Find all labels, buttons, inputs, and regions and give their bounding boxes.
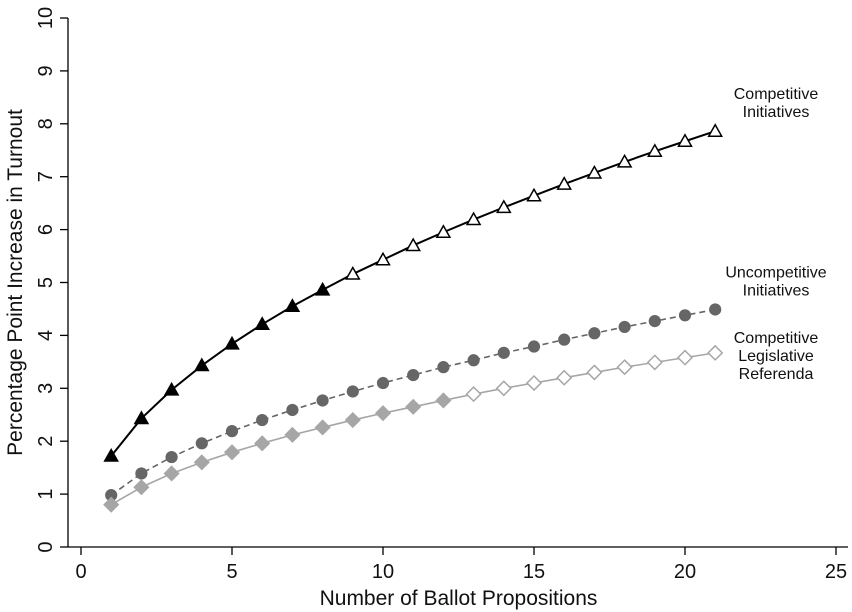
data-point-triangle (254, 316, 270, 331)
data-point-circle (195, 437, 208, 450)
series-label: Legislative (738, 348, 814, 365)
data-point-circle (135, 467, 148, 480)
data-point-triangle (556, 176, 572, 190)
data-point-diamond (465, 386, 482, 403)
data-point-triangle (465, 211, 482, 226)
data-point-triangle (314, 281, 331, 296)
series-0 (103, 123, 723, 462)
data-point-triangle (586, 164, 603, 179)
data-point-circle (648, 315, 661, 328)
data-point-diamond (163, 465, 180, 482)
data-point-triangle (103, 447, 119, 462)
data-point-circle (286, 403, 299, 417)
data-point-circle (678, 309, 692, 322)
data-point-circle (256, 413, 269, 427)
data-point-diamond (193, 454, 210, 471)
series-1 (105, 303, 722, 502)
y-tick-label: 2 (35, 436, 57, 447)
y-axis-title: Percentage Point Increase in Turnout (4, 109, 27, 456)
x-tick-label: 5 (226, 561, 237, 583)
y-tick-label: 9 (35, 65, 57, 76)
data-point-circle (709, 303, 722, 316)
y-tick-label: 3 (35, 383, 57, 394)
data-point-diamond (405, 398, 422, 415)
data-point-circle (165, 450, 178, 464)
series-label: Referenda (739, 366, 814, 383)
y-tick-label: 5 (35, 277, 57, 288)
data-point-diamond (223, 444, 241, 461)
data-point-diamond (556, 369, 573, 386)
data-point-triangle (707, 123, 723, 137)
data-point-diamond (284, 426, 301, 443)
y-tick-label: 4 (35, 330, 57, 341)
data-point-diamond (344, 411, 361, 429)
data-point-diamond (646, 354, 663, 371)
data-point-diamond (616, 359, 633, 376)
y-tick-label: 10 (35, 7, 57, 29)
data-point-triangle (375, 251, 391, 266)
data-point-diamond (586, 364, 603, 381)
y-tick-label: 1 (35, 489, 57, 500)
data-point-circle (437, 361, 450, 374)
series-labels: CompetitiveInitiativesUncompetitiveIniti… (725, 86, 826, 383)
data-point-triangle (345, 266, 361, 280)
data-point-triangle (647, 143, 663, 158)
data-point-circle (558, 333, 571, 346)
y-tick-label: 6 (35, 224, 57, 235)
y-tick-label: 8 (35, 118, 57, 129)
data-point-circle (618, 320, 631, 334)
data-point-triangle (496, 199, 512, 214)
data-point-circle (467, 354, 480, 367)
data-point-circle (588, 327, 601, 340)
data-point-triangle (435, 224, 452, 238)
data-point-triangle (163, 381, 180, 396)
x-tick-label: 25 (825, 561, 847, 583)
series-label: Uncompetitive (725, 264, 826, 281)
data-point-triangle (194, 357, 210, 372)
data-point-diamond (254, 435, 271, 452)
x-tick-label: 0 (75, 561, 86, 583)
series-2 (103, 344, 724, 513)
x-tick-label: 10 (372, 561, 394, 583)
x-axis-ticks: 0 5 10 15 20 25 (75, 547, 847, 583)
x-tick-label: 20 (674, 561, 696, 583)
series-label: Competitive (734, 330, 819, 347)
data-point-diamond (133, 479, 150, 496)
y-tick-label: 0 (35, 541, 57, 552)
series-label: Initiatives (743, 104, 810, 121)
data-point-circle (316, 394, 329, 407)
y-tick-label: 7 (35, 171, 57, 182)
data-point-diamond (495, 380, 512, 397)
series-label: Competitive (734, 86, 819, 103)
data-point-circle (346, 385, 359, 398)
axes (67, 18, 848, 548)
data-point-diamond (103, 496, 120, 513)
data-point-diamond (707, 344, 724, 361)
data-point-diamond (314, 419, 331, 436)
data-point-circle (527, 340, 541, 353)
data-point-circle (376, 376, 390, 390)
series-label: Initiatives (743, 282, 810, 299)
y-axis-ticks: 0 1 2 3 4 5 6 7 8 9 10 (35, 7, 68, 553)
data-point-triangle (526, 187, 542, 202)
data-point-triangle (133, 410, 150, 425)
data-point-diamond (435, 392, 452, 409)
x-tick-label: 15 (523, 561, 545, 583)
data-point-circle (225, 425, 239, 438)
data-point-triangle (405, 237, 421, 252)
series-line (110, 308, 716, 496)
data-point-diamond (525, 374, 543, 392)
data-point-circle (407, 368, 420, 382)
data-point-triangle (224, 335, 240, 350)
data-point-diamond (676, 349, 694, 366)
data-point-triangle (677, 133, 693, 148)
data-point-triangle (284, 298, 301, 313)
data-point-triangle (616, 153, 633, 168)
plot-area (103, 123, 724, 513)
data-point-circle (497, 346, 510, 359)
x-axis-title: Number of Ballot Propositions (320, 587, 598, 610)
data-point-diamond (374, 405, 392, 422)
